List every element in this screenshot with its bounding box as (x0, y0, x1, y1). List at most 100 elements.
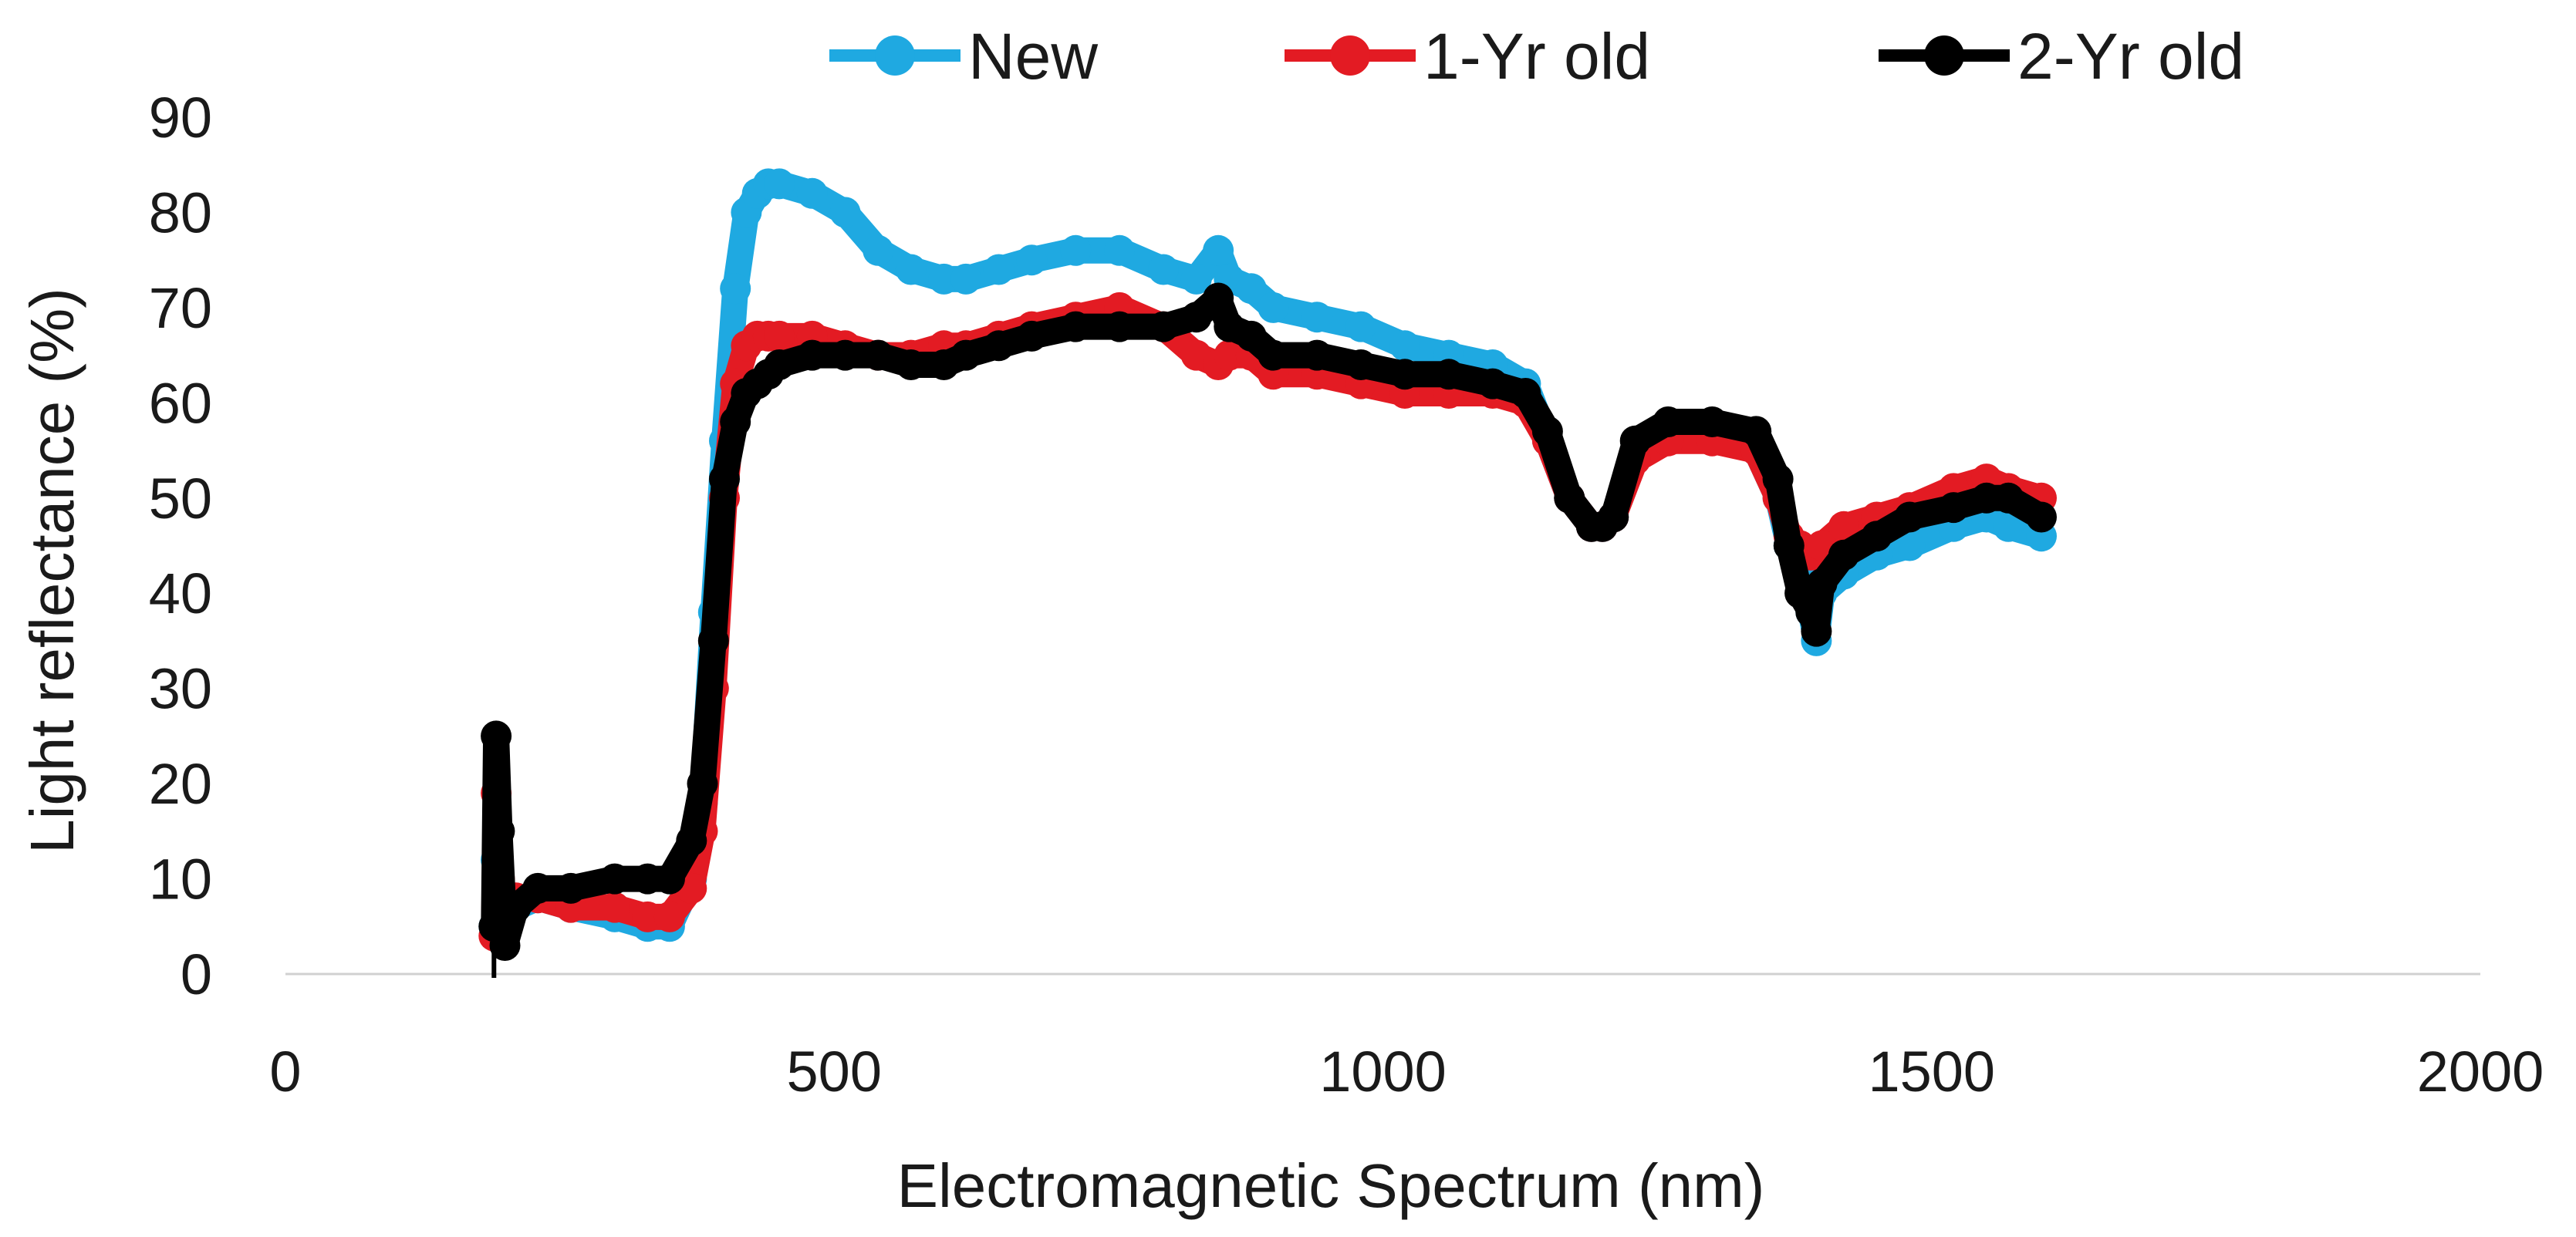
x-tick-label-1000: 1000 (1319, 1040, 1447, 1104)
data-point (1203, 234, 1234, 266)
x-tick-label-500: 500 (787, 1040, 882, 1104)
legend-swatch-marker (1924, 35, 1964, 76)
legend-label: New (968, 20, 1098, 93)
legend: New 1-Yr old 2-Yr old (829, 20, 2244, 93)
data-point (1970, 482, 2002, 514)
data-point (1894, 501, 1926, 533)
data-point (1828, 539, 1859, 571)
data-point (1762, 463, 1794, 495)
y-tick-label-90: 90 (149, 86, 212, 150)
y-axis-title: Light reflectance (%) (18, 288, 86, 854)
data-point (1060, 311, 1092, 342)
x-axis-ticks: 0 500 1000 1500 2000 (269, 1040, 2544, 1104)
data-point (687, 768, 718, 800)
data-point (653, 901, 685, 932)
data-point (1104, 234, 1136, 266)
data-point (489, 930, 521, 961)
data-point (1016, 244, 1048, 276)
data-point (1993, 511, 2024, 542)
data-point (697, 625, 729, 656)
data-point (1554, 482, 1585, 514)
data-point (1148, 254, 1179, 285)
data-point (829, 339, 861, 371)
data-point (632, 901, 663, 932)
series-layer (478, 168, 2057, 978)
data-point (1828, 511, 1859, 542)
data-point (1203, 282, 1234, 314)
y-tick-label-10: 10 (149, 848, 212, 912)
data-point (1258, 339, 1289, 371)
data-point (983, 254, 1015, 285)
data-point (1302, 302, 1333, 333)
data-point (1016, 320, 1048, 352)
data-point (796, 177, 828, 209)
data-point (1433, 359, 1464, 390)
data-point (863, 234, 894, 266)
data-point (1740, 416, 1772, 447)
y-axis-ticks: 0 10 20 30 40 50 60 70 80 90 (149, 86, 212, 1006)
data-point (950, 339, 981, 371)
data-point (1180, 302, 1212, 333)
data-point (1302, 339, 1333, 371)
data-point (1214, 339, 1245, 371)
data-point (863, 339, 894, 371)
data-point (1345, 349, 1376, 380)
data-point (764, 168, 795, 200)
legend-swatch-marker (1330, 35, 1370, 76)
legend-label: 1-Yr old (1423, 20, 1650, 93)
data-point (1510, 378, 1541, 409)
data-point (1938, 492, 1970, 524)
y-tick-label-70: 70 (149, 276, 212, 340)
data-point (895, 254, 927, 285)
data-point (1389, 330, 1420, 362)
data-point (709, 463, 740, 495)
y-tick-label-30: 30 (149, 657, 212, 721)
y-tick-label-50: 50 (149, 467, 212, 531)
y-tick-label-80: 80 (149, 180, 212, 244)
data-point (1894, 530, 1926, 561)
data-point (720, 406, 751, 437)
y-tick-label-20: 20 (149, 752, 212, 816)
data-point (1258, 292, 1289, 323)
data-point (1806, 568, 1838, 599)
data-point (1235, 273, 1267, 305)
data-point (599, 892, 630, 923)
data-point (522, 872, 554, 904)
data-point (796, 339, 828, 371)
data-point (676, 825, 707, 857)
data-point (1148, 311, 1179, 342)
data-point (829, 197, 861, 228)
y-tick-label-0: 0 (181, 942, 212, 1006)
data-point (484, 815, 515, 847)
legend-item-2: 2-Yr old (1879, 20, 2244, 93)
data-point (500, 892, 532, 923)
data-point (1773, 530, 1805, 561)
data-point (1598, 501, 1629, 533)
legend-swatch-marker (875, 35, 915, 76)
data-point (764, 320, 795, 352)
data-point (1180, 263, 1212, 295)
data-point (1235, 320, 1267, 352)
data-point (1697, 406, 1728, 437)
data-point (895, 349, 927, 380)
data-point (1104, 311, 1136, 342)
series-2-yr-old (478, 282, 2057, 978)
legend-item-0: New (829, 20, 1098, 93)
data-point (1531, 416, 1563, 447)
data-point (1653, 406, 1684, 437)
data-point (1477, 368, 1508, 399)
data-point (555, 872, 586, 904)
data-point (2026, 501, 2057, 533)
data-point (1389, 359, 1420, 390)
y-tick-label-60: 60 (149, 371, 212, 435)
legend-item-1: 1-Yr old (1285, 20, 1650, 93)
data-point (653, 863, 685, 895)
data-point (1345, 311, 1376, 342)
x-tick-label-0: 0 (269, 1040, 301, 1104)
data-point (764, 349, 795, 380)
data-point (950, 263, 981, 295)
data-point (1619, 425, 1651, 457)
legend-label: 2-Yr old (2017, 20, 2244, 93)
data-point (720, 273, 751, 305)
